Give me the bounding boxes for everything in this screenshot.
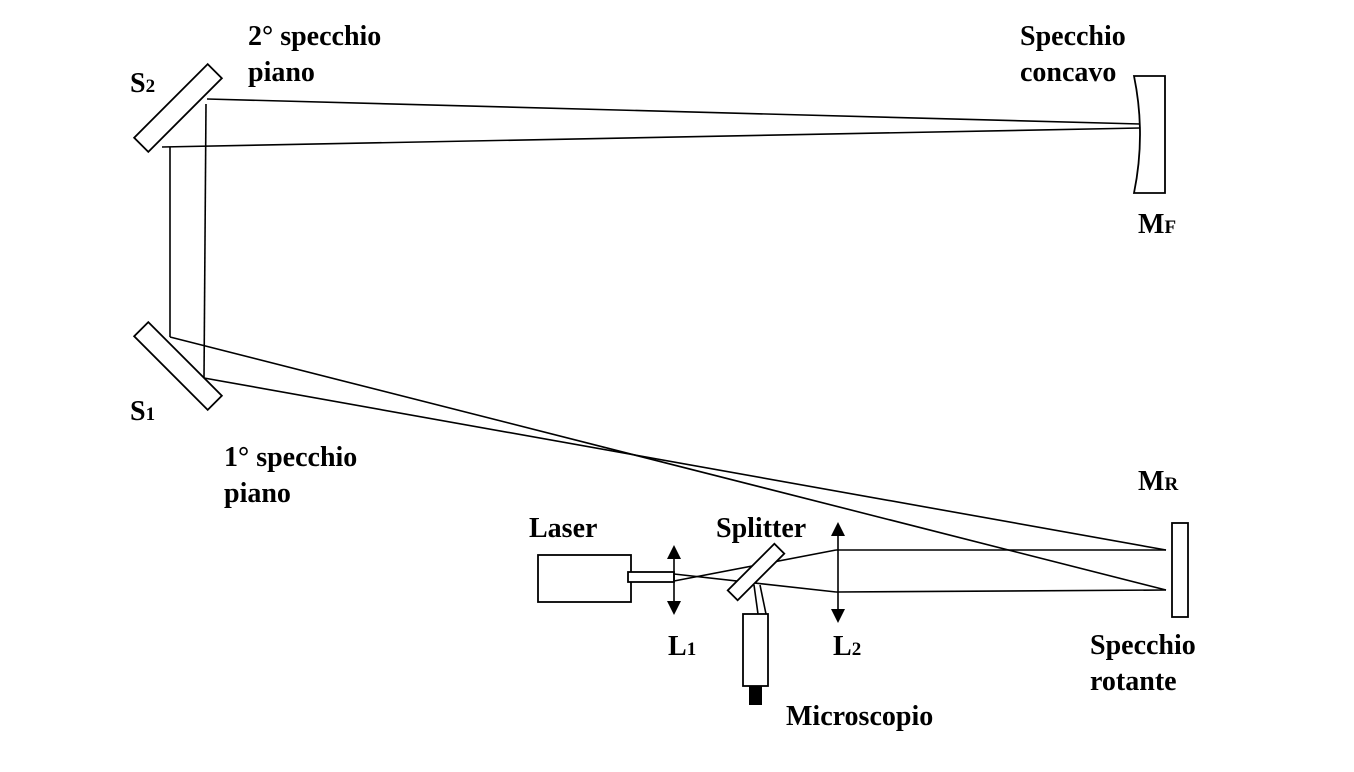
microscope-label: Microscopio — [786, 701, 933, 732]
laser-nozzle — [627, 571, 675, 583]
rotating-mirror — [1171, 522, 1189, 618]
ray-splitter-to-microscope-b — [759, 584, 767, 615]
splitter-label: Splitter — [716, 513, 806, 544]
l1-label: L1 — [668, 631, 696, 662]
mr-label: MR — [1138, 466, 1178, 497]
microscope-tube — [742, 613, 769, 687]
second-flat-mirror — [132, 62, 224, 154]
ray-s1-to-mr-upper — [169, 336, 1167, 591]
laser-source — [537, 554, 632, 603]
s2-name-line1: 2° specchio — [248, 21, 381, 52]
s1-name-line1: 1° specchio — [224, 442, 357, 473]
ray-s1-to-mr-lower — [203, 377, 1167, 551]
lens-l2 — [831, 522, 845, 623]
concave-mirror-label-line1: Specchio — [1020, 21, 1126, 52]
concave-mirror-label-line2: concavo — [1020, 57, 1116, 88]
ray-splitter-to-microscope-a — [753, 584, 759, 615]
rotating-mirror-label-line1: Specchio — [1090, 630, 1196, 661]
s2-name-line2: piano — [248, 57, 315, 88]
l2-label: L2 — [833, 631, 861, 662]
microscope-eyepiece — [749, 686, 762, 705]
light-rays — [161, 98, 1167, 615]
lens-l1 — [667, 545, 681, 615]
first-flat-mirror — [132, 320, 224, 412]
beam-splitter — [726, 542, 786, 602]
ray-s2-to-mf-upper — [206, 98, 1141, 125]
laser-label: Laser — [529, 513, 597, 544]
ray-l2-to-mr-lower — [835, 589, 1167, 593]
ray-s2-s1-right — [203, 103, 207, 379]
rotating-mirror-label-line2: rotante — [1090, 666, 1177, 697]
s1-name-line2: piano — [224, 478, 291, 509]
mf-label: MF — [1138, 209, 1176, 240]
ray-s2-to-mf-lower — [161, 127, 1141, 148]
s1-label: S1 — [130, 396, 155, 427]
s2-label: S2 — [130, 68, 155, 99]
concave-mirror — [1132, 75, 1166, 194]
